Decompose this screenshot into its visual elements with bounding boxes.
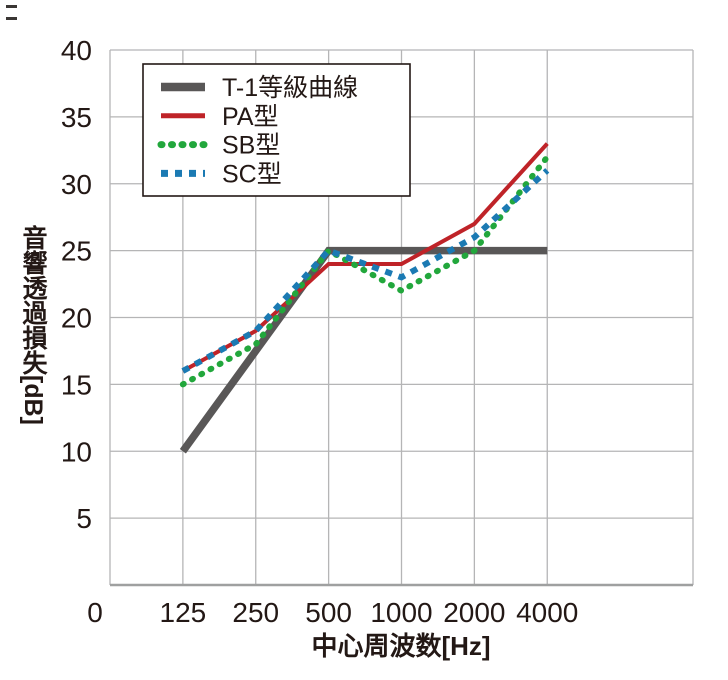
x-tick-label-250: 250 [232, 597, 279, 628]
x-axis-label: 中心周波数[Hz] [311, 631, 490, 661]
legend-label-PA型: PA型 [222, 103, 279, 131]
y-tick-label-40: 40 [61, 35, 92, 66]
x-tick-label-2000: 2000 [443, 597, 505, 628]
x-tick-label-4000: 4000 [516, 597, 578, 628]
page-corner-mark [6, 5, 17, 20]
x-tick-label-125: 125 [160, 597, 207, 628]
legend-label-SB型: SB型 [222, 132, 280, 160]
x-tick-label-500: 500 [305, 597, 352, 628]
y-tick-label-15: 15 [61, 369, 92, 400]
y-axis-label: 音響透過損失[dB] [19, 224, 48, 425]
series-line-SC型 [181, 168, 550, 374]
y-tick-label-25: 25 [61, 236, 92, 267]
origin-tick-label: 0 [87, 597, 103, 628]
legend-label-T-1等級曲線: T-1等級曲線 [222, 74, 358, 102]
y-tick-label-35: 35 [61, 102, 92, 133]
legend-label-SC型: SC型 [222, 160, 282, 188]
y-tick-label-20: 20 [61, 303, 92, 334]
series-line-T-1等級曲線 [179, 246, 548, 454]
y-tick-label-30: 30 [61, 169, 92, 200]
x-tick-label-1000: 1000 [370, 597, 432, 628]
series-line-SB型 [179, 154, 551, 388]
y-tick-label-10: 10 [61, 436, 92, 467]
y-tick-label-5: 5 [76, 503, 92, 534]
